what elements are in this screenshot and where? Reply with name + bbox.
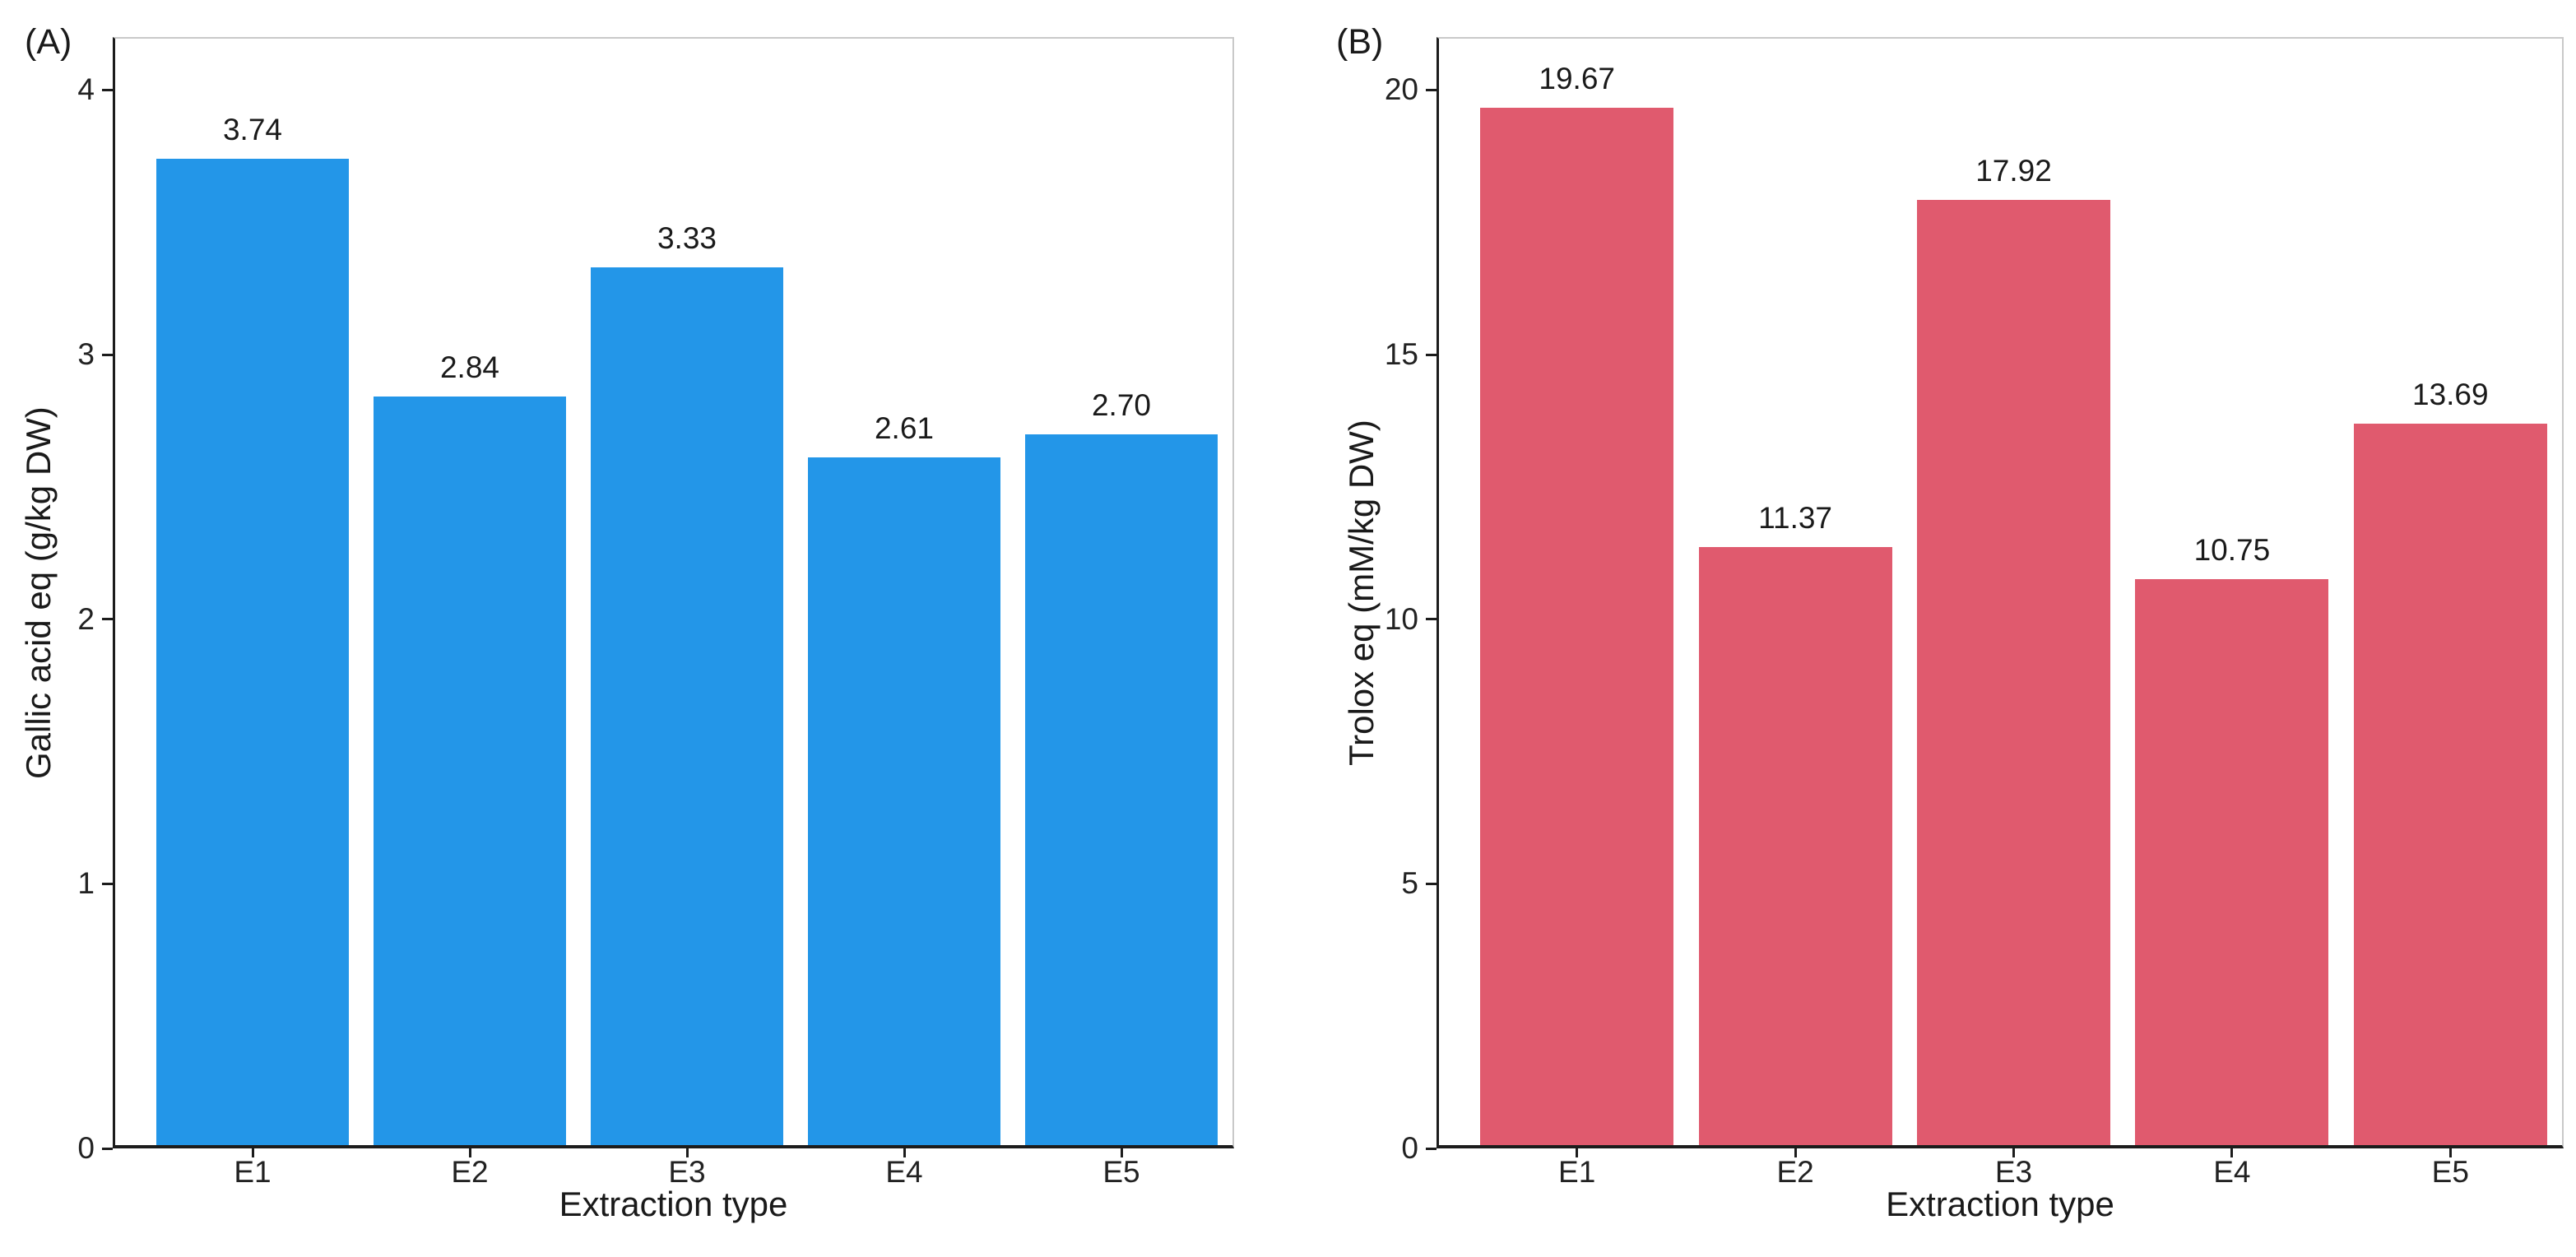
panel-b-letter: (B) [1336, 22, 1384, 62]
panel-a-x-tick-mark [903, 1148, 906, 1157]
panel-b-y-axis-title: Trolox eq (mM/kg DW) [1342, 420, 1381, 766]
panel-b-bar-E3 [1917, 200, 2110, 1148]
panel-b-y-tick-mark [1426, 88, 1437, 91]
panel-b-x-tick-label-E3: E3 [1994, 1155, 2033, 1189]
panel-a-y-tick-label-4: 4 [77, 72, 95, 107]
panel-b-x-tick-label-E4: E4 [2213, 1155, 2251, 1189]
panel-b-y-tick-label-0: 0 [1401, 1131, 1418, 1165]
panel-a-x-axis-title: Extraction type [559, 1185, 788, 1223]
panel-a-y-tick-label-1: 1 [77, 866, 95, 901]
panel-b-bar-value-E1: 19.67 [1539, 61, 1615, 95]
panel-a-x-tick-mark [685, 1148, 689, 1157]
panel-a-x-tick-label-E4: E4 [885, 1155, 923, 1189]
panel-a-y-tick-mark [102, 88, 113, 91]
panel-a-x-tick-mark [1120, 1148, 1123, 1157]
panel-b-bar-E5 [2353, 424, 2547, 1148]
panel-b-bar-value-E5: 13.69 [2412, 378, 2489, 412]
panel-a-bar-value-E2: 2.84 [439, 350, 499, 385]
panel-b-x-tick-label-E2: E2 [1776, 1155, 1814, 1189]
panel-a-bar-E4 [808, 457, 1000, 1148]
panel-b-bar-value-E3: 17.92 [1975, 154, 2052, 188]
panel-a-bar-E5 [1025, 434, 1218, 1148]
panel-b-y-tick-mark [1426, 882, 1437, 885]
panel-b-x-tick-mark [1576, 1148, 1579, 1157]
panel-b-bar-E1 [1480, 107, 1674, 1148]
panel-b-x-tick-mark [2012, 1148, 2015, 1157]
panel-b-y-tick-mark [1426, 1147, 1437, 1150]
panel-a-x-tick-label-E1: E1 [234, 1155, 272, 1189]
panel-b-x-tick-mark [1794, 1148, 1797, 1157]
panel-a-y-tick-mark [102, 618, 113, 621]
panel-a-x-tick-label-E2: E2 [451, 1155, 489, 1189]
panel-b-y-tick-label-10: 10 [1384, 601, 1418, 636]
panel-b-x-tick-mark [2448, 1148, 2452, 1157]
panel-b-y-tick-mark [1426, 618, 1437, 621]
panel-a-y-axis-title: Gallic acid eq (g/kg DW) [19, 406, 58, 779]
panel-b-y-tick-mark [1426, 353, 1437, 356]
panel-a-bar-E3 [591, 267, 783, 1148]
panel-b-y-tick-label-20: 20 [1384, 72, 1418, 107]
panel-a-bar-E2 [374, 397, 566, 1148]
panel-a-bar-value-E4: 2.61 [874, 411, 934, 446]
panel-b-bar-E4 [2135, 579, 2329, 1148]
panel-a-y-tick-mark [102, 1147, 113, 1150]
panel-a-y-tick-label-3: 3 [77, 337, 95, 371]
panel-a-x-tick-label-E5: E5 [1102, 1155, 1140, 1189]
panel-a-y-tick-label-2: 2 [77, 601, 95, 636]
panel-b-x-tick-label-E5: E5 [2431, 1155, 2469, 1189]
panel-b-x-tick-label-E1: E1 [1558, 1155, 1596, 1189]
panel-b-bar-value-E4: 10.75 [2193, 533, 2271, 568]
panel-a-x-tick-mark [468, 1148, 471, 1157]
panel-a-y-tick-label-0: 0 [77, 1131, 95, 1165]
panel-a-bar-value-E3: 3.33 [657, 220, 717, 255]
panel-a-x-tick-mark [251, 1148, 254, 1157]
panel-a-x-tick-label-E3: E3 [668, 1155, 706, 1189]
panel-a-bar-E1 [156, 158, 349, 1148]
panel-a-y-tick-mark [102, 882, 113, 885]
panel-a-bar-value-E1: 3.74 [222, 112, 282, 146]
panel-a-letter: (A) [25, 22, 72, 62]
panel-b-x-tick-mark [2230, 1148, 2234, 1157]
panel-b-y-tick-label-5: 5 [1401, 866, 1418, 901]
panel-a-bar-value-E5: 2.70 [1091, 387, 1151, 422]
panel-b-bar-value-E2: 11.37 [1758, 500, 1833, 535]
panel-b-y-tick-label-15: 15 [1384, 337, 1418, 371]
panel-b-bar-E2 [1698, 546, 1892, 1148]
panel-b-x-axis-title: Extraction type [1886, 1185, 2114, 1223]
panel-a-y-tick-mark [102, 353, 113, 356]
